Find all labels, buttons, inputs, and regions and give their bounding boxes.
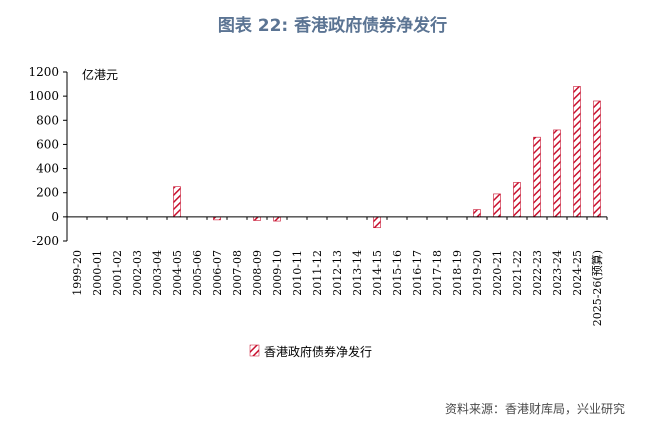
x-tick-label: 2021-22 bbox=[511, 250, 524, 296]
y-tick-label: 0 bbox=[51, 210, 59, 224]
y-axis: -200 0 200 400 600 800 1000 1200 bbox=[28, 65, 68, 248]
x-tick-label: 2024-25 bbox=[571, 250, 584, 296]
x-tick-label: 2004-05 bbox=[171, 250, 184, 296]
bar bbox=[513, 182, 521, 218]
bar bbox=[593, 100, 601, 218]
x-tick-label: 2009-10 bbox=[271, 250, 284, 296]
x-tick-label: 2023-24 bbox=[551, 250, 564, 296]
bar bbox=[493, 193, 501, 218]
x-tick-label: 2006-07 bbox=[211, 250, 224, 296]
x-tick-label: 2002-03 bbox=[131, 250, 144, 296]
y-tick-label: 1200 bbox=[28, 65, 59, 79]
y-tick-label: 600 bbox=[36, 137, 59, 151]
x-tick-label: 2022-23 bbox=[531, 250, 544, 296]
x-tick-label: 2017-18 bbox=[431, 250, 444, 296]
x-tick-label: 2025-26(预算) bbox=[590, 250, 604, 326]
x-tick-label: 2015-16 bbox=[391, 250, 404, 296]
y-tick-label: 1000 bbox=[28, 89, 59, 103]
bar bbox=[173, 186, 181, 218]
x-tick-label: 2010-11 bbox=[291, 250, 304, 296]
x-tick-label: 2003-04 bbox=[151, 250, 164, 296]
y-tick-label: -200 bbox=[32, 234, 59, 248]
legend-swatch bbox=[249, 344, 260, 357]
x-tick-label: 2011-12 bbox=[311, 250, 324, 296]
bar bbox=[473, 209, 481, 218]
bar bbox=[253, 216, 261, 221]
y-tick-label: 200 bbox=[36, 186, 59, 200]
x-tick-label: 2014-15 bbox=[371, 250, 384, 296]
x-tick-label: 2007-08 bbox=[231, 250, 244, 296]
source-note: 资料来源：香港财库局，兴业研究 bbox=[444, 402, 625, 416]
bars bbox=[173, 86, 601, 229]
figure-title: 图表 22: 香港政府债券净发行 bbox=[217, 16, 448, 36]
bar bbox=[573, 86, 581, 218]
x-tick-label: 2018-19 bbox=[451, 250, 464, 296]
x-tick-label: 2000-01 bbox=[91, 250, 104, 296]
x-tick-label: 2008-09 bbox=[251, 250, 264, 296]
x-tick-label: 2005-06 bbox=[191, 250, 204, 296]
x-tick-label: 1999-20 bbox=[71, 250, 84, 296]
bar bbox=[533, 136, 541, 218]
legend-label: 香港政府债券净发行 bbox=[264, 344, 372, 359]
x-tick-label: 2012-13 bbox=[331, 250, 344, 296]
x-tick-label: 2016-17 bbox=[411, 250, 424, 296]
bar bbox=[373, 216, 381, 229]
legend: 香港政府债券净发行 bbox=[249, 344, 372, 359]
bar bbox=[553, 129, 561, 218]
y-tick-label: 400 bbox=[36, 162, 59, 176]
x-tick-label: 2019-20 bbox=[471, 250, 484, 296]
x-axis: 1999-20 2000-01 2001-02 2002-03 2003-04 2004-… bbox=[67, 216, 608, 326]
x-tick-label: 2001-02 bbox=[111, 250, 124, 296]
y-unit-label: 亿港元 bbox=[82, 67, 118, 82]
x-tick-label: 2013-14 bbox=[351, 250, 364, 296]
bar bbox=[273, 216, 281, 222]
y-tick-label: 800 bbox=[36, 113, 59, 127]
x-tick-label: 2020-21 bbox=[491, 250, 504, 296]
